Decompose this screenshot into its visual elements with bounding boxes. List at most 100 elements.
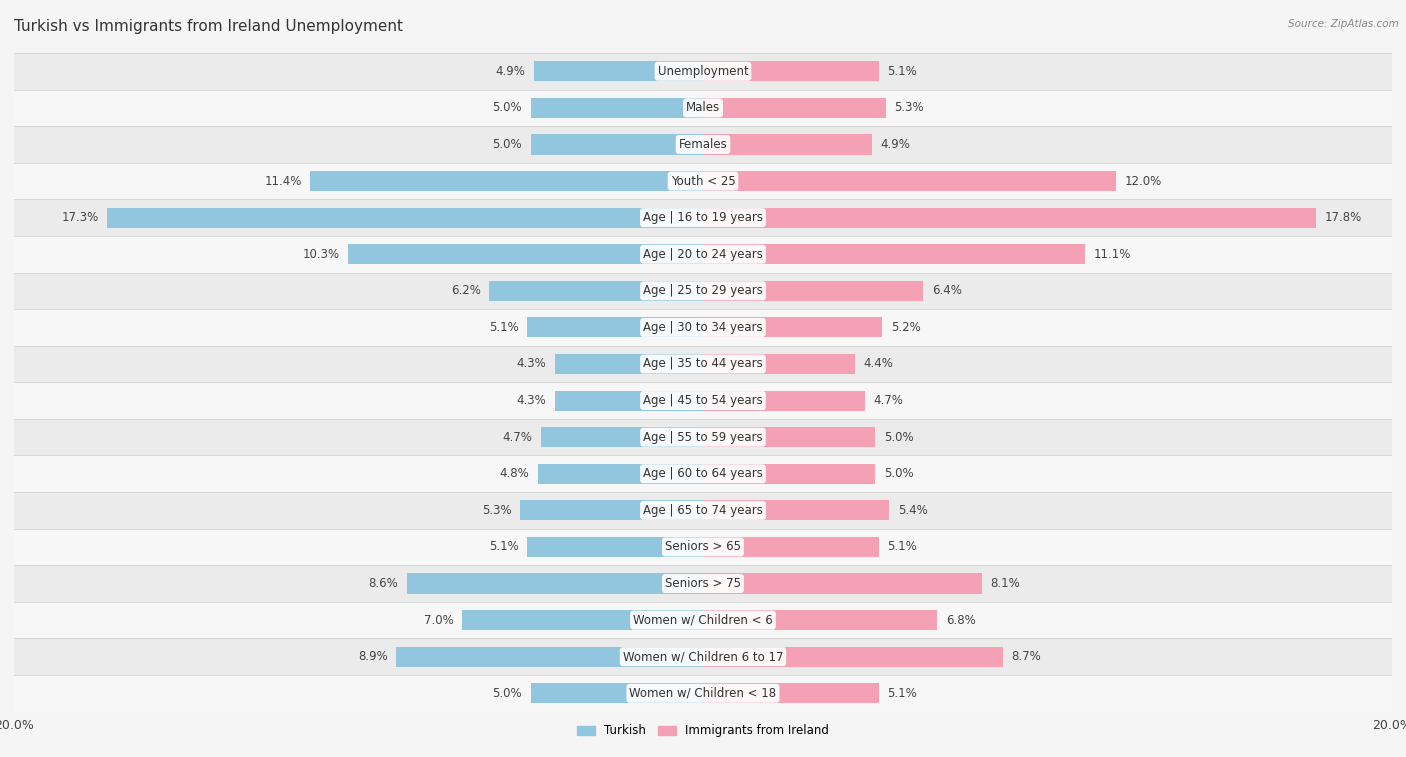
Text: Age | 60 to 64 years: Age | 60 to 64 years xyxy=(643,467,763,480)
Bar xyxy=(531,98,703,118)
Text: Age | 55 to 59 years: Age | 55 to 59 years xyxy=(643,431,763,444)
Bar xyxy=(14,236,1392,273)
Bar xyxy=(703,427,875,447)
Bar xyxy=(520,500,703,520)
Text: 5.1%: 5.1% xyxy=(887,540,917,553)
Text: Age | 65 to 74 years: Age | 65 to 74 years xyxy=(643,504,763,517)
Bar xyxy=(311,171,703,191)
Text: Unemployment: Unemployment xyxy=(658,65,748,78)
Bar xyxy=(703,537,879,557)
Text: 5.0%: 5.0% xyxy=(492,101,522,114)
Bar xyxy=(531,135,703,154)
Text: 6.4%: 6.4% xyxy=(932,285,962,298)
Bar xyxy=(14,163,1392,199)
Bar xyxy=(703,391,865,410)
Text: 11.1%: 11.1% xyxy=(1094,248,1132,260)
Bar xyxy=(534,61,703,81)
Bar xyxy=(703,171,1116,191)
Text: Age | 35 to 44 years: Age | 35 to 44 years xyxy=(643,357,763,370)
Text: Females: Females xyxy=(679,138,727,151)
Text: 4.8%: 4.8% xyxy=(499,467,529,480)
Text: 10.3%: 10.3% xyxy=(302,248,340,260)
Bar xyxy=(14,602,1392,638)
Bar xyxy=(555,354,703,374)
Text: 6.8%: 6.8% xyxy=(946,614,976,627)
Bar xyxy=(527,537,703,557)
Bar xyxy=(14,456,1392,492)
Bar xyxy=(349,245,703,264)
Bar xyxy=(461,610,703,630)
Text: Age | 45 to 54 years: Age | 45 to 54 years xyxy=(643,394,763,407)
Bar xyxy=(537,464,703,484)
Bar xyxy=(14,273,1392,309)
Text: 4.3%: 4.3% xyxy=(516,357,547,370)
Bar xyxy=(703,207,1316,228)
Text: Seniors > 65: Seniors > 65 xyxy=(665,540,741,553)
Text: Age | 30 to 34 years: Age | 30 to 34 years xyxy=(643,321,763,334)
Text: 5.3%: 5.3% xyxy=(482,504,512,517)
Bar xyxy=(14,89,1392,126)
Text: Age | 25 to 29 years: Age | 25 to 29 years xyxy=(643,285,763,298)
Bar xyxy=(406,574,703,593)
Bar xyxy=(703,135,872,154)
Text: 5.3%: 5.3% xyxy=(894,101,924,114)
Bar xyxy=(14,309,1392,346)
Text: Women w/ Children 6 to 17: Women w/ Children 6 to 17 xyxy=(623,650,783,663)
Text: 5.0%: 5.0% xyxy=(884,467,914,480)
Bar xyxy=(541,427,703,447)
Text: 5.1%: 5.1% xyxy=(489,540,519,553)
Bar xyxy=(14,419,1392,456)
Bar xyxy=(527,317,703,338)
Text: 4.9%: 4.9% xyxy=(496,65,526,78)
Bar xyxy=(703,500,889,520)
Text: 5.1%: 5.1% xyxy=(887,65,917,78)
Bar xyxy=(703,610,938,630)
Text: 5.4%: 5.4% xyxy=(897,504,928,517)
Bar xyxy=(14,528,1392,565)
Text: 4.7%: 4.7% xyxy=(502,431,533,444)
Text: 4.4%: 4.4% xyxy=(863,357,893,370)
Text: Age | 16 to 19 years: Age | 16 to 19 years xyxy=(643,211,763,224)
Text: 12.0%: 12.0% xyxy=(1125,175,1163,188)
Text: 8.7%: 8.7% xyxy=(1011,650,1040,663)
Text: 5.1%: 5.1% xyxy=(489,321,519,334)
Bar xyxy=(703,574,981,593)
Text: 7.0%: 7.0% xyxy=(423,614,453,627)
Bar xyxy=(703,317,882,338)
Text: 8.6%: 8.6% xyxy=(368,577,398,590)
Text: Youth < 25: Youth < 25 xyxy=(671,175,735,188)
Bar xyxy=(14,638,1392,675)
Bar xyxy=(14,199,1392,236)
Bar xyxy=(14,126,1392,163)
Text: Women w/ Children < 6: Women w/ Children < 6 xyxy=(633,614,773,627)
Text: 11.4%: 11.4% xyxy=(264,175,302,188)
Bar xyxy=(555,391,703,410)
Text: 4.9%: 4.9% xyxy=(880,138,910,151)
Bar xyxy=(14,492,1392,528)
Bar xyxy=(703,684,879,703)
Text: 17.8%: 17.8% xyxy=(1324,211,1362,224)
Text: Seniors > 75: Seniors > 75 xyxy=(665,577,741,590)
Text: 8.9%: 8.9% xyxy=(359,650,388,663)
Text: Age | 20 to 24 years: Age | 20 to 24 years xyxy=(643,248,763,260)
Text: 5.2%: 5.2% xyxy=(891,321,921,334)
Text: 4.7%: 4.7% xyxy=(873,394,904,407)
Text: Source: ZipAtlas.com: Source: ZipAtlas.com xyxy=(1288,19,1399,29)
Bar xyxy=(14,565,1392,602)
Text: 4.3%: 4.3% xyxy=(516,394,547,407)
Bar xyxy=(703,646,1002,667)
Text: 17.3%: 17.3% xyxy=(62,211,98,224)
Bar xyxy=(14,53,1392,89)
Text: 5.0%: 5.0% xyxy=(884,431,914,444)
Bar xyxy=(489,281,703,301)
Bar xyxy=(14,675,1392,712)
Text: 6.2%: 6.2% xyxy=(451,285,481,298)
Bar xyxy=(703,354,855,374)
Text: Males: Males xyxy=(686,101,720,114)
Text: 5.1%: 5.1% xyxy=(887,687,917,699)
Bar xyxy=(107,207,703,228)
Text: 5.0%: 5.0% xyxy=(492,687,522,699)
Bar xyxy=(703,245,1085,264)
Text: Turkish vs Immigrants from Ireland Unemployment: Turkish vs Immigrants from Ireland Unemp… xyxy=(14,19,404,34)
Bar xyxy=(14,382,1392,419)
